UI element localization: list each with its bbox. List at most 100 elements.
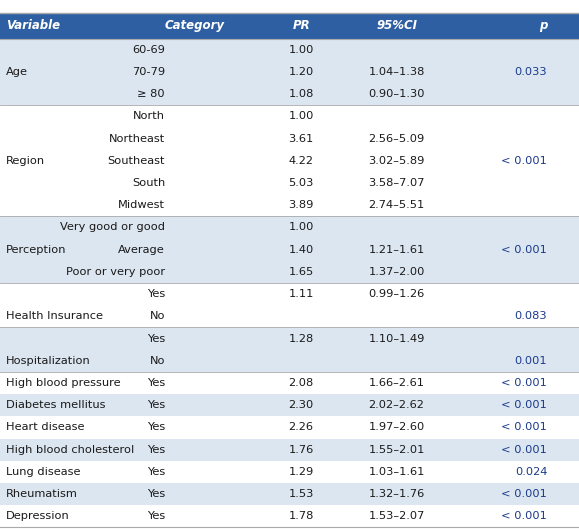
Text: 1.03–1.61: 1.03–1.61 [368, 467, 425, 477]
Text: 4.22: 4.22 [288, 156, 314, 166]
Text: 2.56–5.09: 2.56–5.09 [368, 134, 425, 143]
Text: < 0.001: < 0.001 [501, 400, 547, 410]
Text: 1.20: 1.20 [288, 67, 314, 77]
Text: < 0.001: < 0.001 [501, 512, 547, 521]
Text: < 0.001: < 0.001 [501, 378, 547, 388]
Text: 1.76: 1.76 [288, 445, 314, 454]
Text: < 0.001: < 0.001 [501, 445, 547, 454]
Text: 1.55–2.01: 1.55–2.01 [368, 445, 425, 454]
Text: Yes: Yes [146, 289, 165, 299]
FancyBboxPatch shape [0, 194, 579, 216]
Text: < 0.001: < 0.001 [501, 245, 547, 254]
Text: 0.001: 0.001 [515, 356, 547, 366]
FancyBboxPatch shape [0, 13, 579, 39]
Text: Lung disease: Lung disease [6, 467, 80, 477]
Text: 2.74–5.51: 2.74–5.51 [368, 200, 425, 210]
Text: 3.61: 3.61 [288, 134, 314, 143]
Text: Diabetes mellitus: Diabetes mellitus [6, 400, 105, 410]
Text: 1.10–1.49: 1.10–1.49 [368, 334, 425, 343]
Text: 1.65: 1.65 [288, 267, 314, 277]
FancyBboxPatch shape [0, 350, 579, 372]
Text: Yes: Yes [146, 489, 165, 499]
Text: North: North [133, 112, 165, 121]
Text: Yes: Yes [146, 400, 165, 410]
Text: 0.024: 0.024 [515, 467, 547, 477]
Text: Northeast: Northeast [109, 134, 165, 143]
FancyBboxPatch shape [0, 327, 579, 350]
Text: Yes: Yes [146, 512, 165, 521]
FancyBboxPatch shape [0, 416, 579, 439]
Text: 1.78: 1.78 [288, 512, 314, 521]
Text: 1.53–2.07: 1.53–2.07 [368, 512, 425, 521]
Text: 1.00: 1.00 [288, 223, 314, 232]
Text: 0.033: 0.033 [515, 67, 547, 77]
Text: 60-69: 60-69 [132, 45, 165, 54]
Text: South: South [132, 178, 165, 188]
Text: 2.26: 2.26 [288, 423, 314, 432]
Text: 3.58–7.07: 3.58–7.07 [368, 178, 425, 188]
FancyBboxPatch shape [0, 483, 579, 505]
FancyBboxPatch shape [0, 439, 579, 461]
Text: Health Insurance: Health Insurance [6, 312, 103, 321]
Text: 1.28: 1.28 [288, 334, 314, 343]
Text: Yes: Yes [146, 467, 165, 477]
Text: 2.30: 2.30 [288, 400, 314, 410]
Text: Yes: Yes [146, 423, 165, 432]
Text: 0.99–1.26: 0.99–1.26 [368, 289, 425, 299]
Text: Yes: Yes [146, 378, 165, 388]
FancyBboxPatch shape [0, 39, 579, 61]
Text: High blood pressure: High blood pressure [6, 378, 120, 388]
Text: Age: Age [6, 67, 28, 77]
Text: < 0.001: < 0.001 [501, 156, 547, 166]
FancyBboxPatch shape [0, 83, 579, 105]
Text: Depression: Depression [6, 512, 69, 521]
Text: 1.00: 1.00 [288, 45, 314, 54]
Text: 1.97–2.60: 1.97–2.60 [368, 423, 425, 432]
Text: Category: Category [165, 20, 225, 32]
Text: 70-79: 70-79 [132, 67, 165, 77]
FancyBboxPatch shape [0, 239, 579, 261]
Text: 1.00: 1.00 [288, 112, 314, 121]
Text: Yes: Yes [146, 334, 165, 343]
Text: 1.66–2.61: 1.66–2.61 [369, 378, 424, 388]
Text: ≥ 80: ≥ 80 [137, 89, 165, 99]
Text: 2.02–2.62: 2.02–2.62 [369, 400, 424, 410]
Text: Heart disease: Heart disease [6, 423, 85, 432]
Text: Variable: Variable [6, 20, 60, 32]
FancyBboxPatch shape [0, 394, 579, 416]
Text: 1.04–1.38: 1.04–1.38 [368, 67, 425, 77]
Text: Hospitalization: Hospitalization [6, 356, 90, 366]
Text: 5.03: 5.03 [288, 178, 314, 188]
Text: No: No [149, 356, 165, 366]
Text: p: p [539, 20, 547, 32]
Text: 1.37–2.00: 1.37–2.00 [368, 267, 425, 277]
Text: Poor or very poor: Poor or very poor [66, 267, 165, 277]
FancyBboxPatch shape [0, 216, 579, 239]
Text: Southeast: Southeast [108, 156, 165, 166]
Text: 95%CI: 95%CI [376, 20, 417, 32]
FancyBboxPatch shape [0, 461, 579, 483]
FancyBboxPatch shape [0, 505, 579, 527]
Text: 1.32–1.76: 1.32–1.76 [368, 489, 425, 499]
Text: 1.21–1.61: 1.21–1.61 [368, 245, 425, 254]
Text: 2.08: 2.08 [288, 378, 314, 388]
FancyBboxPatch shape [0, 172, 579, 194]
Text: 1.11: 1.11 [288, 289, 314, 299]
Text: < 0.001: < 0.001 [501, 489, 547, 499]
Text: 0.083: 0.083 [515, 312, 547, 321]
Text: Yes: Yes [146, 445, 165, 454]
Text: 3.02–5.89: 3.02–5.89 [368, 156, 425, 166]
Text: No: No [149, 312, 165, 321]
FancyBboxPatch shape [0, 150, 579, 172]
Text: 1.08: 1.08 [288, 89, 314, 99]
FancyBboxPatch shape [0, 261, 579, 283]
Text: High blood cholesterol: High blood cholesterol [6, 445, 134, 454]
Text: Region: Region [6, 156, 45, 166]
Text: 0.90–1.30: 0.90–1.30 [368, 89, 425, 99]
Text: Rheumatism: Rheumatism [6, 489, 78, 499]
Text: Average: Average [118, 245, 165, 254]
FancyBboxPatch shape [0, 61, 579, 83]
FancyBboxPatch shape [0, 372, 579, 394]
Text: 1.53: 1.53 [288, 489, 314, 499]
Text: Midwest: Midwest [118, 200, 165, 210]
